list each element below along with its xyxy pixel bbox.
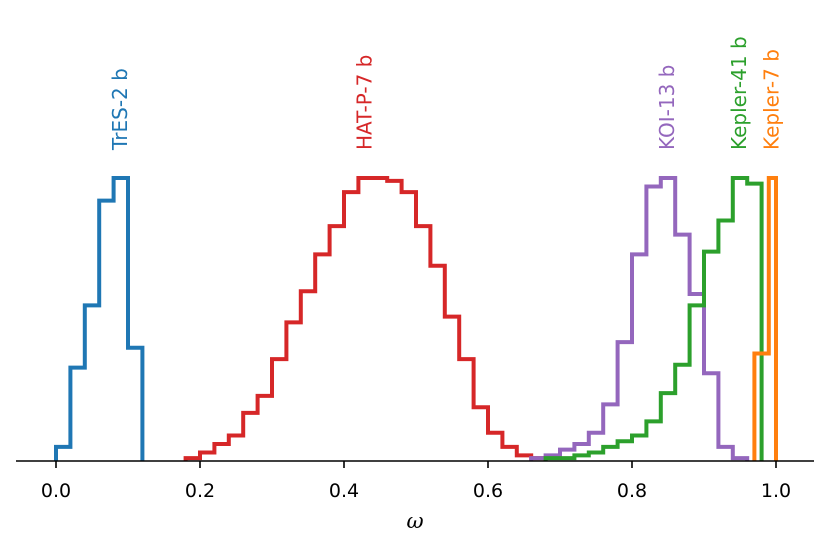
- series-label-kepler-7-b: Kepler-7 b: [759, 49, 783, 150]
- series-layer: [54, 176, 778, 461]
- x-tick-label: 0.6: [473, 480, 503, 502]
- series-kepler-7-b-histogram: [752, 176, 778, 461]
- series-label-tres-2-b: TrES-2 b: [108, 68, 132, 151]
- x-tick-label: 0.0: [41, 480, 71, 502]
- series-label-hat-p-7-b: HAT-P-7 b: [353, 55, 377, 150]
- series-label-kepler-41-b: Kepler-41 b: [727, 36, 751, 150]
- series-kepler-41-b-histogram: [543, 176, 764, 461]
- x-axis: 0.0 0.2 0.4 0.6 0.8 1.0: [16, 460, 814, 502]
- series-label-koi-13-b: KOI-13 b: [655, 65, 679, 150]
- series-labels: TrES-2 b HAT-P-7 b KOI-13 b Kepler-41 b Kepl…: [108, 36, 784, 151]
- x-tick-label: 1.0: [761, 480, 791, 502]
- x-axis-title: ω: [406, 509, 423, 533]
- x-tick-label: 0.2: [185, 480, 215, 502]
- series-tres-2-b-histogram: [54, 176, 145, 461]
- x-tick-label: 0.8: [617, 480, 647, 502]
- series-hat-p-7-b-histogram: [183, 176, 548, 461]
- series-koi-13-b-histogram: [529, 176, 750, 461]
- x-tick-label: 0.4: [329, 480, 359, 502]
